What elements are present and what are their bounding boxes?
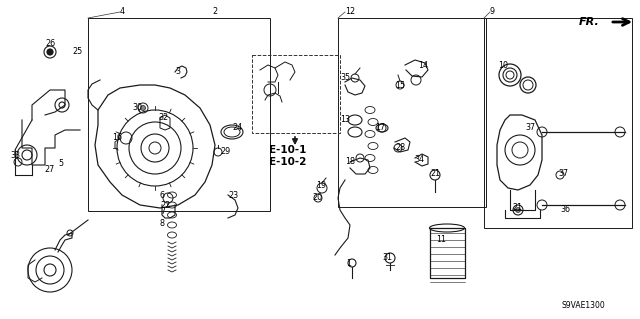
Text: 24: 24	[232, 123, 242, 132]
Text: 12: 12	[345, 8, 355, 17]
Text: 25: 25	[72, 48, 83, 56]
Circle shape	[49, 52, 51, 55]
Text: 8: 8	[160, 219, 165, 228]
Text: 33: 33	[10, 152, 20, 160]
Text: 16: 16	[112, 133, 122, 143]
Text: 15: 15	[395, 80, 405, 90]
Circle shape	[48, 52, 51, 55]
Text: 6: 6	[160, 191, 165, 201]
Text: 30: 30	[132, 103, 142, 113]
Text: 37: 37	[525, 123, 535, 132]
Text: 3: 3	[175, 68, 180, 77]
Text: 22: 22	[160, 202, 170, 211]
Text: 26: 26	[45, 40, 55, 48]
Text: 20: 20	[312, 194, 322, 203]
Circle shape	[48, 49, 51, 52]
Text: 23: 23	[228, 191, 238, 201]
Circle shape	[50, 50, 53, 54]
Text: S9VAE1300: S9VAE1300	[562, 300, 605, 309]
Circle shape	[515, 207, 520, 212]
Bar	[252, 55, 340, 133]
Circle shape	[49, 52, 52, 55]
Circle shape	[49, 49, 52, 52]
Text: 29: 29	[220, 147, 230, 157]
Text: 7: 7	[160, 207, 165, 217]
Text: 35: 35	[340, 73, 350, 83]
Text: 9: 9	[490, 8, 495, 17]
Bar	[338, 18, 486, 207]
Circle shape	[141, 106, 145, 110]
Text: FR.: FR.	[579, 17, 600, 27]
Text: 10: 10	[498, 61, 508, 70]
Bar	[88, 18, 270, 211]
Text: 11: 11	[436, 235, 446, 244]
Text: E-10-1: E-10-1	[269, 145, 307, 155]
Circle shape	[47, 50, 50, 53]
Text: 4: 4	[120, 8, 125, 17]
Text: 34: 34	[414, 155, 424, 165]
Bar	[484, 18, 632, 228]
Text: E-10-2: E-10-2	[269, 157, 307, 167]
Text: 21: 21	[430, 168, 440, 177]
Text: 17: 17	[375, 123, 385, 132]
Text: 21: 21	[512, 204, 522, 212]
Circle shape	[47, 50, 50, 54]
Text: 19: 19	[316, 182, 326, 190]
Text: 31: 31	[382, 254, 392, 263]
Text: 37: 37	[558, 168, 568, 177]
Text: 13: 13	[340, 115, 350, 124]
Text: 2: 2	[212, 8, 218, 17]
Text: 28: 28	[395, 144, 405, 152]
Circle shape	[49, 49, 51, 52]
Text: 5: 5	[58, 159, 63, 167]
Circle shape	[50, 50, 52, 53]
Text: 18: 18	[345, 158, 355, 167]
Circle shape	[47, 51, 50, 54]
Text: 32: 32	[158, 114, 168, 122]
Circle shape	[50, 51, 52, 54]
Text: 27: 27	[44, 166, 54, 174]
Text: 1: 1	[346, 259, 351, 269]
Text: 36: 36	[560, 205, 570, 214]
Text: 14: 14	[418, 61, 428, 70]
